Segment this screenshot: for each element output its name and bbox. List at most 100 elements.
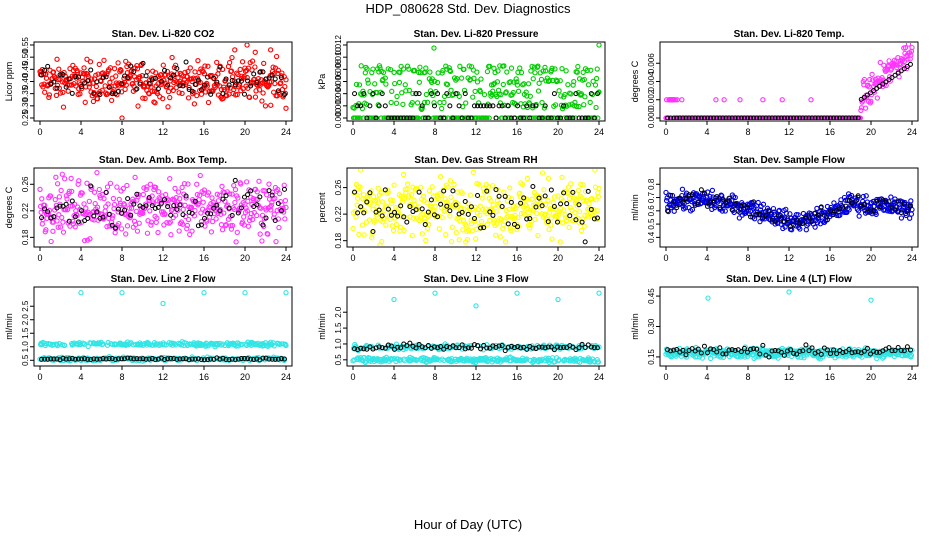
data-point: [140, 95, 146, 101]
data-point: [282, 216, 288, 222]
data-point: [69, 188, 75, 195]
panel-title: Stan. Dev. Gas Stream RH: [414, 155, 537, 166]
data-point: [404, 181, 411, 187]
data-point-secondary: [232, 82, 238, 88]
data-point: [474, 69, 480, 75]
data-point-secondary: [748, 346, 754, 352]
data-point: [95, 71, 101, 77]
data-point-secondary: [751, 346, 757, 352]
data-point: [454, 76, 460, 82]
data-point-secondary: [109, 91, 115, 97]
data-point-secondary: [441, 346, 447, 352]
data-point: [532, 216, 538, 223]
data-point: [417, 218, 423, 224]
data-point-secondary: [269, 356, 275, 362]
x-tick-label: 24: [281, 372, 291, 382]
data-point: [542, 211, 548, 217]
x-tick-label: 16: [825, 372, 835, 382]
data-point-secondary: [496, 103, 502, 109]
data-point: [194, 181, 200, 187]
data-point: [538, 76, 545, 83]
data-point-secondary: [527, 216, 533, 222]
x-tick-label: 8: [432, 253, 437, 263]
data-point-secondary: [809, 218, 815, 224]
data-point-secondary: [852, 349, 858, 355]
data-point-secondary: [195, 356, 201, 362]
data-point-secondary: [542, 193, 548, 199]
data-point-secondary: [468, 204, 474, 210]
data-point-secondary: [818, 351, 824, 357]
data-point: [84, 56, 90, 62]
data-point: [237, 66, 243, 73]
data-point: [167, 175, 173, 182]
data-point: [582, 188, 589, 195]
data-point: [475, 181, 482, 187]
data-point: [101, 196, 107, 202]
data-point-secondary: [100, 355, 106, 361]
data-point-secondary: [214, 202, 220, 208]
data-point-secondary: [508, 115, 514, 120]
data-point: [886, 58, 892, 64]
data-point: [176, 90, 182, 96]
data-point: [270, 64, 276, 70]
data-point-secondary: [803, 342, 809, 348]
data-point-secondary: [714, 194, 720, 200]
outlier-point: [267, 47, 274, 53]
data-point-secondary: [806, 348, 812, 354]
data-point: [441, 208, 448, 215]
data-point: [43, 227, 49, 233]
data-point-secondary: [275, 356, 281, 362]
data-point: [73, 83, 79, 89]
data-point: [549, 65, 555, 71]
data-point: [562, 91, 568, 98]
data-point-secondary: [729, 207, 735, 213]
data-point: [595, 359, 602, 365]
data-point: [52, 196, 58, 203]
data-point: [404, 63, 411, 69]
data-point-secondary: [75, 356, 81, 362]
data-point-secondary: [570, 189, 576, 195]
data-point-secondary: [698, 115, 704, 120]
data-point-secondary: [367, 190, 373, 196]
data-point: [528, 221, 534, 228]
data-point-secondary: [794, 351, 800, 357]
data-point: [187, 231, 193, 238]
data-point-secondary: [766, 115, 772, 120]
data-point: [858, 105, 865, 111]
data-point: [404, 186, 410, 192]
data-point: [239, 59, 246, 65]
data-points: [37, 43, 289, 120]
data-point-secondary: [376, 344, 382, 350]
data-point-secondary: [425, 343, 431, 349]
data-point-secondary: [48, 356, 54, 362]
data-point: [84, 180, 90, 186]
data-point: [783, 210, 790, 216]
data-point: [155, 229, 161, 236]
data-point-secondary: [714, 349, 720, 355]
data-point-secondary: [245, 356, 251, 362]
data-point-secondary: [481, 103, 487, 109]
page-title: HDP_080628 Std. Dev. Diagnostics: [365, 1, 571, 16]
data-point-secondary: [146, 356, 152, 362]
data-point: [448, 194, 454, 200]
data-point-secondary: [904, 208, 910, 214]
data-point: [542, 68, 549, 74]
data-point: [101, 57, 107, 63]
data-point: [162, 191, 169, 198]
data-point: [429, 184, 435, 190]
data-point: [257, 231, 263, 237]
data-point: [576, 209, 583, 215]
data-point-secondary: [671, 115, 677, 120]
data-point: [837, 212, 843, 218]
data-point: [490, 88, 496, 94]
data-point-secondary: [824, 347, 830, 353]
data-point-secondary: [155, 356, 161, 362]
data-point: [520, 181, 526, 188]
data-point: [580, 69, 586, 75]
data-point-secondary: [361, 91, 367, 97]
data-point: [47, 193, 54, 199]
outlier-point: [78, 290, 84, 296]
data-point: [524, 175, 531, 182]
data-point: [391, 182, 397, 188]
